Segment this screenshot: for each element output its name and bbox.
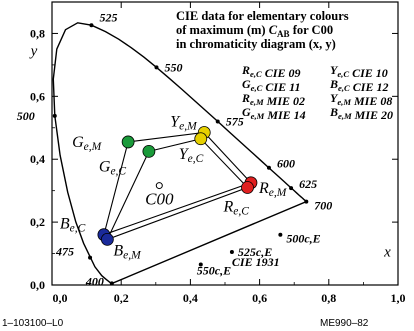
point-re-c bbox=[241, 181, 254, 194]
point-ge-c bbox=[142, 144, 156, 158]
wavelength-dot bbox=[266, 165, 271, 170]
legend-entry: Ge,M MIE 14 bbox=[242, 105, 306, 122]
wavelength-dot bbox=[88, 255, 93, 260]
point-label-ge-m: Ge,M bbox=[72, 134, 103, 153]
y-tick-label: 0,8 bbox=[30, 26, 45, 40]
legend-entry: Be,M MIE 20 bbox=[329, 105, 393, 122]
wavelength-label-550: 550 bbox=[164, 60, 182, 74]
legend-entry: Be,C CIE 12 bbox=[329, 77, 388, 94]
wavelength-label-400: 400 bbox=[85, 274, 104, 288]
wavelength-label-625: 625 bbox=[299, 177, 317, 191]
legend-entry: Ge,C CIE 11 bbox=[242, 77, 300, 94]
point-label-be-m: Be,M bbox=[113, 242, 142, 261]
y-tick-label: 0,2 bbox=[30, 215, 45, 229]
wavelength-dot bbox=[154, 65, 159, 70]
x-tick-label: 0,6 bbox=[252, 291, 267, 305]
point-label-re-m: Re,M bbox=[258, 180, 288, 199]
x-tick-label: 0,0 bbox=[53, 291, 68, 305]
legend-entry: Re,M MIE 02 bbox=[241, 91, 305, 108]
x-tick-label: 0,8 bbox=[321, 291, 336, 305]
wavelength-dot bbox=[289, 186, 294, 191]
y-axis-label: y bbox=[29, 43, 38, 59]
x-tick-label: 0,4 bbox=[183, 291, 198, 305]
point-ge-m bbox=[121, 135, 135, 149]
footer-right: ME990–82 bbox=[320, 318, 369, 329]
y-tick-label: 0,0 bbox=[30, 278, 45, 292]
wavelength-label-525c-e: 525c,E bbox=[238, 245, 272, 259]
legend-entry: Ye,C CIE 10 bbox=[330, 63, 388, 80]
wavelength-dot bbox=[278, 232, 283, 237]
labels: 0,0 0,2 0,4 0,6 0,8 1,0 0,0 0,2 0,4 0,6 0,8 x y 400 47… bbox=[2, 9, 406, 329]
point-label-be-c: Be,C bbox=[60, 216, 86, 235]
wavelength-label-500c-e: 500c,E bbox=[286, 232, 320, 246]
point-label-ye-m: Ye,M bbox=[170, 113, 198, 132]
point-label-re-c: Re,C bbox=[222, 199, 249, 218]
wavelength-label-600: 600 bbox=[277, 157, 295, 171]
x-tick-label: 0,2 bbox=[114, 291, 129, 305]
wavelength-dot bbox=[229, 249, 234, 254]
point-be-m bbox=[100, 233, 114, 246]
footer-left: 1–103100–L0 bbox=[2, 318, 64, 329]
point-label-ye-c: Ye,C bbox=[179, 146, 204, 165]
point-ye-c bbox=[194, 132, 208, 146]
wavelength-dot bbox=[52, 113, 57, 118]
axes bbox=[51, 1, 399, 286]
title-line: of maximum (m) CAB for C00 bbox=[176, 23, 333, 39]
wavelength-dot bbox=[198, 262, 203, 267]
wavelength-dot bbox=[89, 23, 94, 28]
spectral-locus bbox=[52, 22, 307, 286]
wavelength-label-525: 525 bbox=[99, 10, 117, 24]
title-line: CIE data for elementary colours bbox=[176, 9, 349, 23]
title-line: in chromaticity diagram (x, y) bbox=[176, 37, 336, 51]
y-tick-label: 0,6 bbox=[30, 89, 45, 103]
wavelength-label-500: 500 bbox=[17, 109, 35, 123]
data-points bbox=[97, 126, 258, 246]
legend-entry: Re,C CIE 09 bbox=[241, 63, 300, 80]
wavelength-dot bbox=[304, 199, 309, 204]
legend-entry: Ye,M MIE 08 bbox=[330, 91, 392, 108]
wavelength-label-550c-e: 550c,E bbox=[197, 264, 231, 278]
white-point-label: C00 bbox=[145, 190, 174, 209]
locus-label: CIE 1931 bbox=[232, 255, 280, 269]
white-point bbox=[155, 182, 163, 190]
x-axis-label: x bbox=[383, 245, 391, 261]
wavelength-label-700: 700 bbox=[314, 199, 332, 213]
wavelength-label-575: 575 bbox=[226, 114, 244, 128]
point-label-ge-c: Ge,C bbox=[99, 158, 127, 177]
x-tick-label: 1,0 bbox=[391, 291, 406, 305]
y-tick-label: 0,4 bbox=[30, 152, 45, 166]
wavelength-label-475: 475 bbox=[55, 245, 74, 259]
wavelength-dot bbox=[215, 119, 220, 124]
